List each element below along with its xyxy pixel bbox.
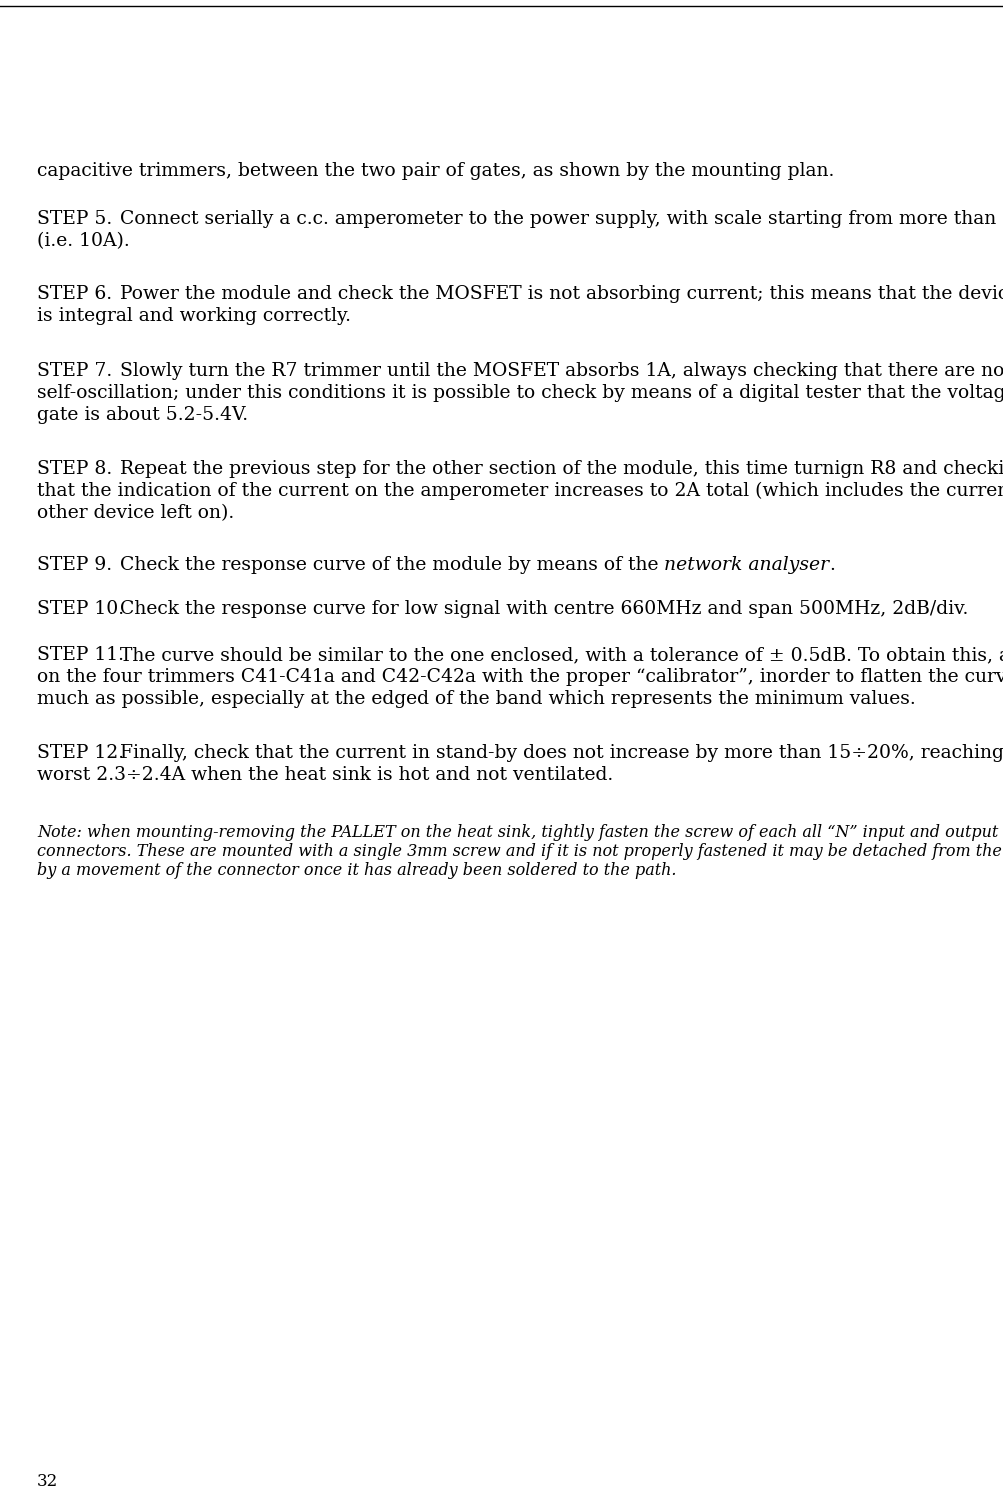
Text: STEP 7.: STEP 7. <box>37 362 112 380</box>
Text: other device left on).: other device left on). <box>37 504 234 522</box>
Text: connectors. These are mounted with a single 3mm screw and if it is not properly : connectors. These are mounted with a sin… <box>37 843 1003 860</box>
Text: network analyser: network analyser <box>664 556 828 574</box>
Text: Connect serially a c.c. amperometer to the power supply, with scale starting fro: Connect serially a c.c. amperometer to t… <box>120 210 1003 228</box>
Text: .: . <box>828 556 834 574</box>
Text: self-oscillation; under this conditions it is possible to check by means of a di: self-oscillation; under this conditions … <box>37 383 1003 401</box>
Text: much as possible, especially at the edged of the band which represents the minim: much as possible, especially at the edge… <box>37 690 915 708</box>
Text: on the four trimmers C41-C41a and C42-C42a with the proper “calibrator”, inorder: on the four trimmers C41-C41a and C42-C4… <box>37 667 1003 685</box>
Text: STEP 10.: STEP 10. <box>37 600 124 618</box>
Text: by a movement of the connector once it has already been soldered to the path.: by a movement of the connector once it h… <box>37 863 676 879</box>
Text: Power the module and check the MOSFET is not absorbing current; this means that : Power the module and check the MOSFET is… <box>120 286 1003 304</box>
Text: Slowly turn the R7 trimmer until the MOSFET absorbs 1A, always checking that the: Slowly turn the R7 trimmer until the MOS… <box>120 362 1003 380</box>
Text: STEP 6.: STEP 6. <box>37 286 112 304</box>
Text: Finally, check that the current in stand-by does not increase by more than 15÷20: Finally, check that the current in stand… <box>120 744 1003 762</box>
Text: The curve should be similar to the one enclosed, with a tolerance of ± 0.5dB. To: The curve should be similar to the one e… <box>120 646 1003 664</box>
Text: STEP 11.: STEP 11. <box>37 646 124 664</box>
Text: is integral and working correctly.: is integral and working correctly. <box>37 307 351 325</box>
Text: gate is about 5.2-5.4V.: gate is about 5.2-5.4V. <box>37 406 248 424</box>
Text: Check the response curve of the module by means of the: Check the response curve of the module b… <box>120 556 664 574</box>
Text: Repeat the previous step for the other section of the module, this time turnign : Repeat the previous step for the other s… <box>120 460 1003 478</box>
Text: Check the response curve for low signal with centre 660MHz and span 500MHz, 2dB/: Check the response curve for low signal … <box>120 600 968 618</box>
Text: 32: 32 <box>37 1473 58 1489</box>
Text: Note: when mounting-removing the PALLET on the heat sink, tightly fasten the scr: Note: when mounting-removing the PALLET … <box>37 824 997 842</box>
Text: STEP 12.: STEP 12. <box>37 744 124 762</box>
Text: (i.e. 10A).: (i.e. 10A). <box>37 231 129 249</box>
Text: STEP 5.: STEP 5. <box>37 210 112 228</box>
Text: STEP 8.: STEP 8. <box>37 460 112 478</box>
Text: STEP 9.: STEP 9. <box>37 556 112 574</box>
Text: worst 2.3÷2.4A when the heat sink is hot and not ventilated.: worst 2.3÷2.4A when the heat sink is hot… <box>37 767 613 785</box>
Text: capacitive trimmers, between the two pair of gates, as shown by the mounting pla: capacitive trimmers, between the two pai… <box>37 162 833 180</box>
Text: that the indication of the current on the amperometer increases to 2A total (whi: that the indication of the current on th… <box>37 482 1003 500</box>
